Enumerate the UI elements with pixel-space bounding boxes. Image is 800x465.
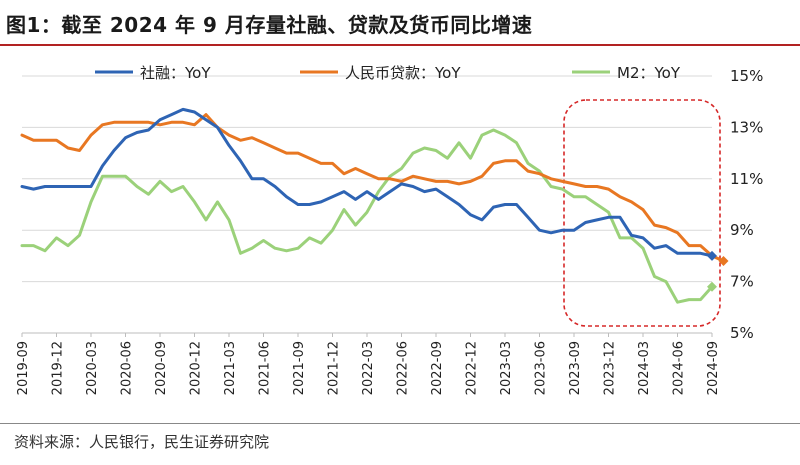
x-tick-label: 2021-12 bbox=[327, 341, 342, 395]
x-tick-label: 2021-09 bbox=[292, 341, 307, 395]
series-end-marker bbox=[707, 250, 717, 261]
legend-label: 社融：YoY bbox=[140, 64, 211, 82]
legend-label: M2：YoY bbox=[617, 64, 681, 82]
series-line-loans bbox=[20, 113, 725, 263]
x-tick-label: 2022-12 bbox=[465, 341, 480, 395]
x-tick-label: 2023-06 bbox=[534, 341, 549, 395]
grid-layer bbox=[22, 75, 712, 334]
x-tick-label: 2019-09 bbox=[16, 341, 31, 395]
x-tick-label: 2021-06 bbox=[258, 341, 273, 395]
y-tick-label: 13% bbox=[730, 118, 763, 136]
source-divider bbox=[0, 423, 800, 424]
y-tick-label: 15% bbox=[730, 67, 763, 85]
x-tick-label: 2023-12 bbox=[603, 341, 618, 395]
line-chart: 5% 7% 9% 11% 13% 15% 2019-09 2019-12 2020-03 202… bbox=[16, 64, 763, 395]
highlight-layer bbox=[563, 99, 721, 327]
page-title: 图1：截至 2024 年 9 月存量社融、贷款及货币同比增速 bbox=[6, 13, 533, 37]
x-tick-label: 2020-06 bbox=[120, 341, 135, 395]
x-tick-label: 2024-09 bbox=[706, 341, 721, 395]
x-tick-label: 2020-03 bbox=[85, 341, 100, 395]
y-tick-label: 11% bbox=[730, 170, 763, 188]
x-tick-label: 2019-12 bbox=[51, 341, 66, 395]
x-tick-label: 2022-03 bbox=[361, 341, 376, 395]
highlight-box bbox=[563, 99, 721, 327]
y-axis-ticks: 5% 7% 9% 11% 13% 15% bbox=[730, 67, 763, 342]
series-line-tsf bbox=[20, 107, 714, 258]
series-layer bbox=[20, 107, 729, 304]
x-axis-ticks: 2019-09 2019-12 2020-03 2020-06 2020-09 2020-… bbox=[16, 333, 721, 395]
x-tick-label: 2020-12 bbox=[189, 341, 204, 395]
y-tick-label: 5% bbox=[730, 324, 754, 342]
x-tick-label: 2020-09 bbox=[154, 341, 169, 395]
legend-label: 人民币贷款：YoY bbox=[345, 64, 461, 82]
title-underline bbox=[0, 44, 800, 46]
x-tick-label: 2023-03 bbox=[499, 341, 514, 395]
y-tick-label: 9% bbox=[730, 221, 754, 239]
x-tick-label: 2022-09 bbox=[430, 341, 445, 395]
series-end-marker bbox=[718, 256, 729, 267]
source-note: 资料来源：人民银行，民生证券研究院 bbox=[14, 433, 270, 451]
series-line-m2 bbox=[20, 128, 714, 304]
x-tick-label: 2021-03 bbox=[223, 341, 238, 395]
series-end-marker bbox=[707, 281, 717, 292]
y-tick-label: 7% bbox=[730, 273, 754, 291]
x-tick-label: 2022-06 bbox=[396, 341, 411, 395]
x-tick-label: 2024-03 bbox=[637, 341, 652, 395]
legend: 社融：YoY 人民币贷款：YoY M2：YoY bbox=[95, 64, 681, 82]
x-tick-label: 2024-06 bbox=[672, 341, 687, 395]
x-tick-label: 2023-09 bbox=[568, 341, 583, 395]
title-bar: 图1：截至 2024 年 9 月存量社融、贷款及货币同比增速 bbox=[0, 0, 800, 48]
